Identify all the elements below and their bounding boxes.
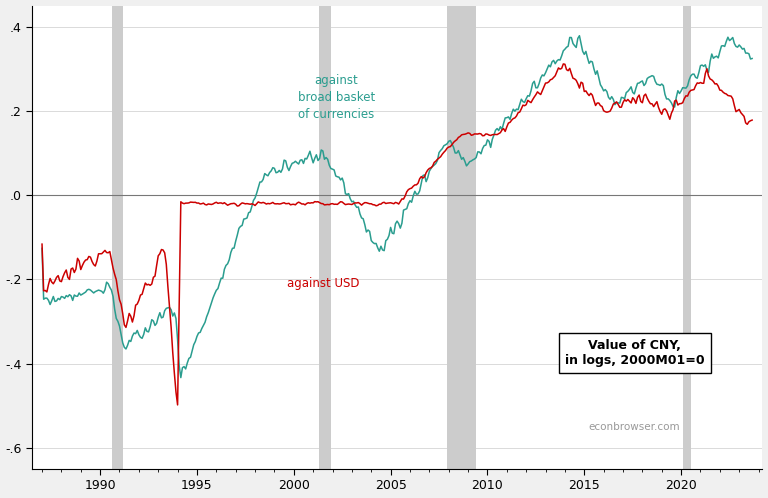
Bar: [319, 5, 330, 469]
Bar: [683, 5, 690, 469]
Text: Value of CNY,
in logs, 2000M01=0: Value of CNY, in logs, 2000M01=0: [565, 339, 704, 367]
Text: against
broad basket
of currencies: against broad basket of currencies: [298, 74, 375, 122]
Bar: [112, 5, 124, 469]
Bar: [447, 5, 476, 469]
Text: against USD: against USD: [286, 277, 359, 290]
Text: econbrowser.com: econbrowser.com: [589, 422, 680, 432]
